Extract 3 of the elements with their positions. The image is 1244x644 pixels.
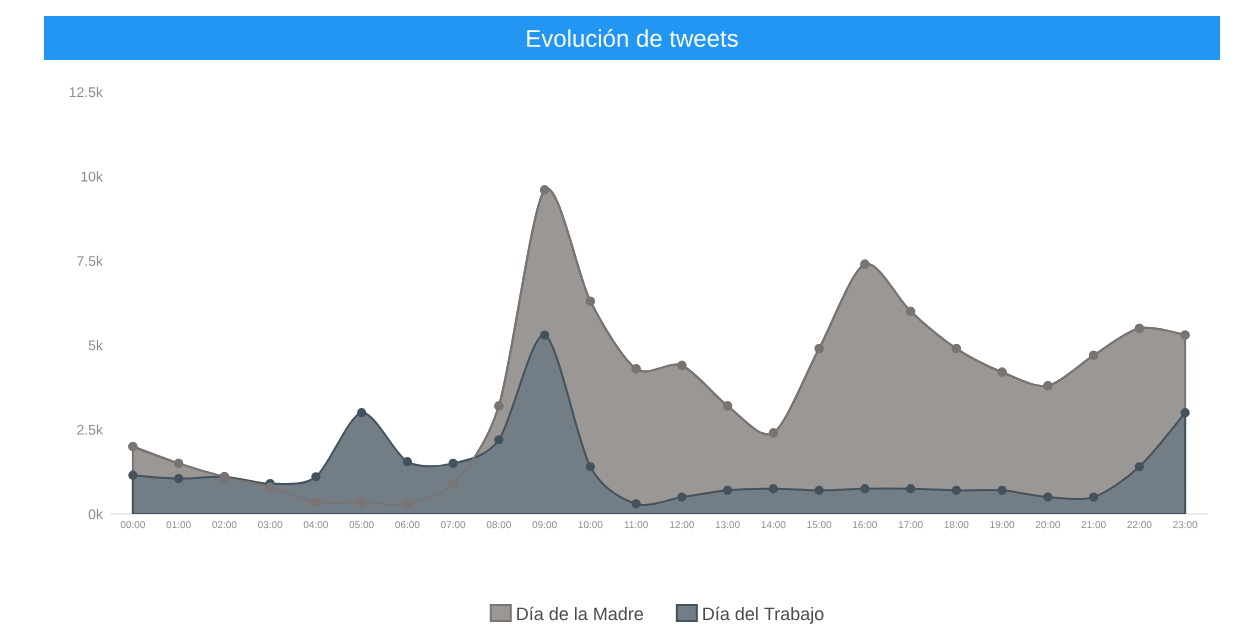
legend-label: Día del Trabajo: [703, 606, 824, 624]
chart-title: Evolución de tweets: [527, 29, 738, 47]
legend-label: Día de la Madre: [517, 606, 644, 621]
